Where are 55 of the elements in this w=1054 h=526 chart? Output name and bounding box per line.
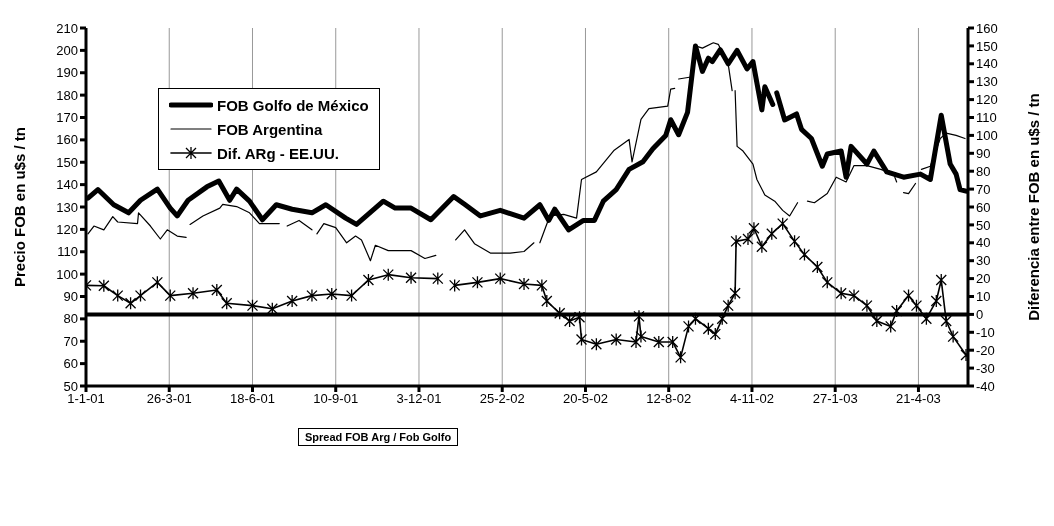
x-tick-label: 18-6-01 [230, 391, 275, 407]
y-tick-label: 150 [56, 154, 78, 170]
y-tick-label: 140 [56, 177, 78, 193]
y-tick-label: 100 [56, 266, 78, 282]
legend-label: Dif. ARg - EE.UU. [217, 144, 339, 162]
y-tick-label: 130 [56, 199, 78, 215]
y2-tick-label: 130 [976, 74, 998, 90]
x-tick-label: 20-5-02 [563, 391, 608, 407]
y2-tick-label: 50 [976, 217, 991, 233]
y-tick-label: 50 [63, 378, 78, 394]
y2-tick-label: 150 [976, 38, 998, 54]
y-tick-label: 190 [56, 65, 78, 81]
y2-tick-label: 140 [976, 56, 998, 72]
y2-tick-label: 70 [976, 181, 991, 197]
y-tick-label: 110 [57, 244, 78, 260]
y-tick-label: 60 [63, 356, 78, 372]
y-tick-label: 210 [56, 20, 78, 36]
y-tick-label: 80 [63, 311, 78, 327]
legend-label: FOB Argentina [217, 120, 323, 138]
y2-tick-label: -30 [976, 360, 995, 376]
y-tick-label: 160 [56, 132, 78, 148]
y2-tick-label: 10 [976, 289, 991, 305]
x-tick-label: 3-12-01 [396, 391, 442, 407]
y2-tick-label: 20 [976, 271, 991, 287]
legend-label: FOB Golfo de México [217, 96, 369, 114]
y2-tick-label: 30 [976, 253, 991, 269]
y2-tick-label: 100 [976, 128, 998, 144]
y-tick-label: 120 [56, 221, 78, 237]
y-tick-label: 90 [63, 289, 78, 305]
y2-tick-label: 120 [976, 92, 998, 108]
x-tick-label: 27-1-03 [812, 391, 858, 407]
x-tick-label: 1-1-01 [67, 391, 105, 407]
y2-tick-label: 60 [976, 199, 991, 215]
x-tick-label: 10-9-01 [313, 391, 359, 407]
y-axis-title: Precio FOB en u$s / tn [11, 126, 29, 288]
y-tick-label: 180 [56, 87, 78, 103]
y2-tick-label: 90 [976, 145, 991, 161]
x-tick-label: 12-8-02 [646, 391, 692, 407]
y2-tick-label: 80 [976, 163, 991, 179]
y2-tick-label: -10 [976, 324, 995, 340]
y2-tick-label: 160 [976, 20, 998, 36]
x-tick-label: 21-4-03 [896, 391, 941, 407]
y2-tick-label: -20 [976, 342, 995, 358]
y2-tick-label: 40 [976, 235, 991, 251]
x-tick-label: 4-11-02 [730, 391, 774, 407]
y2-axis-title: Diferencia entre FOB en u$s / tn [1025, 93, 1043, 321]
y-tick-label: 70 [63, 333, 78, 349]
y2-tick-label: 110 [976, 110, 997, 126]
y2-tick-label: -40 [976, 378, 995, 394]
x-tick-label: 25-2-02 [479, 391, 525, 407]
x-tick-label: 26-3-01 [146, 391, 192, 407]
text: Spread FOB Arg / Fob Golfo [298, 428, 459, 446]
y-tick-label: 200 [56, 42, 78, 58]
y2-tick-label: 0 [976, 307, 984, 323]
y-tick-label: 170 [56, 110, 78, 126]
